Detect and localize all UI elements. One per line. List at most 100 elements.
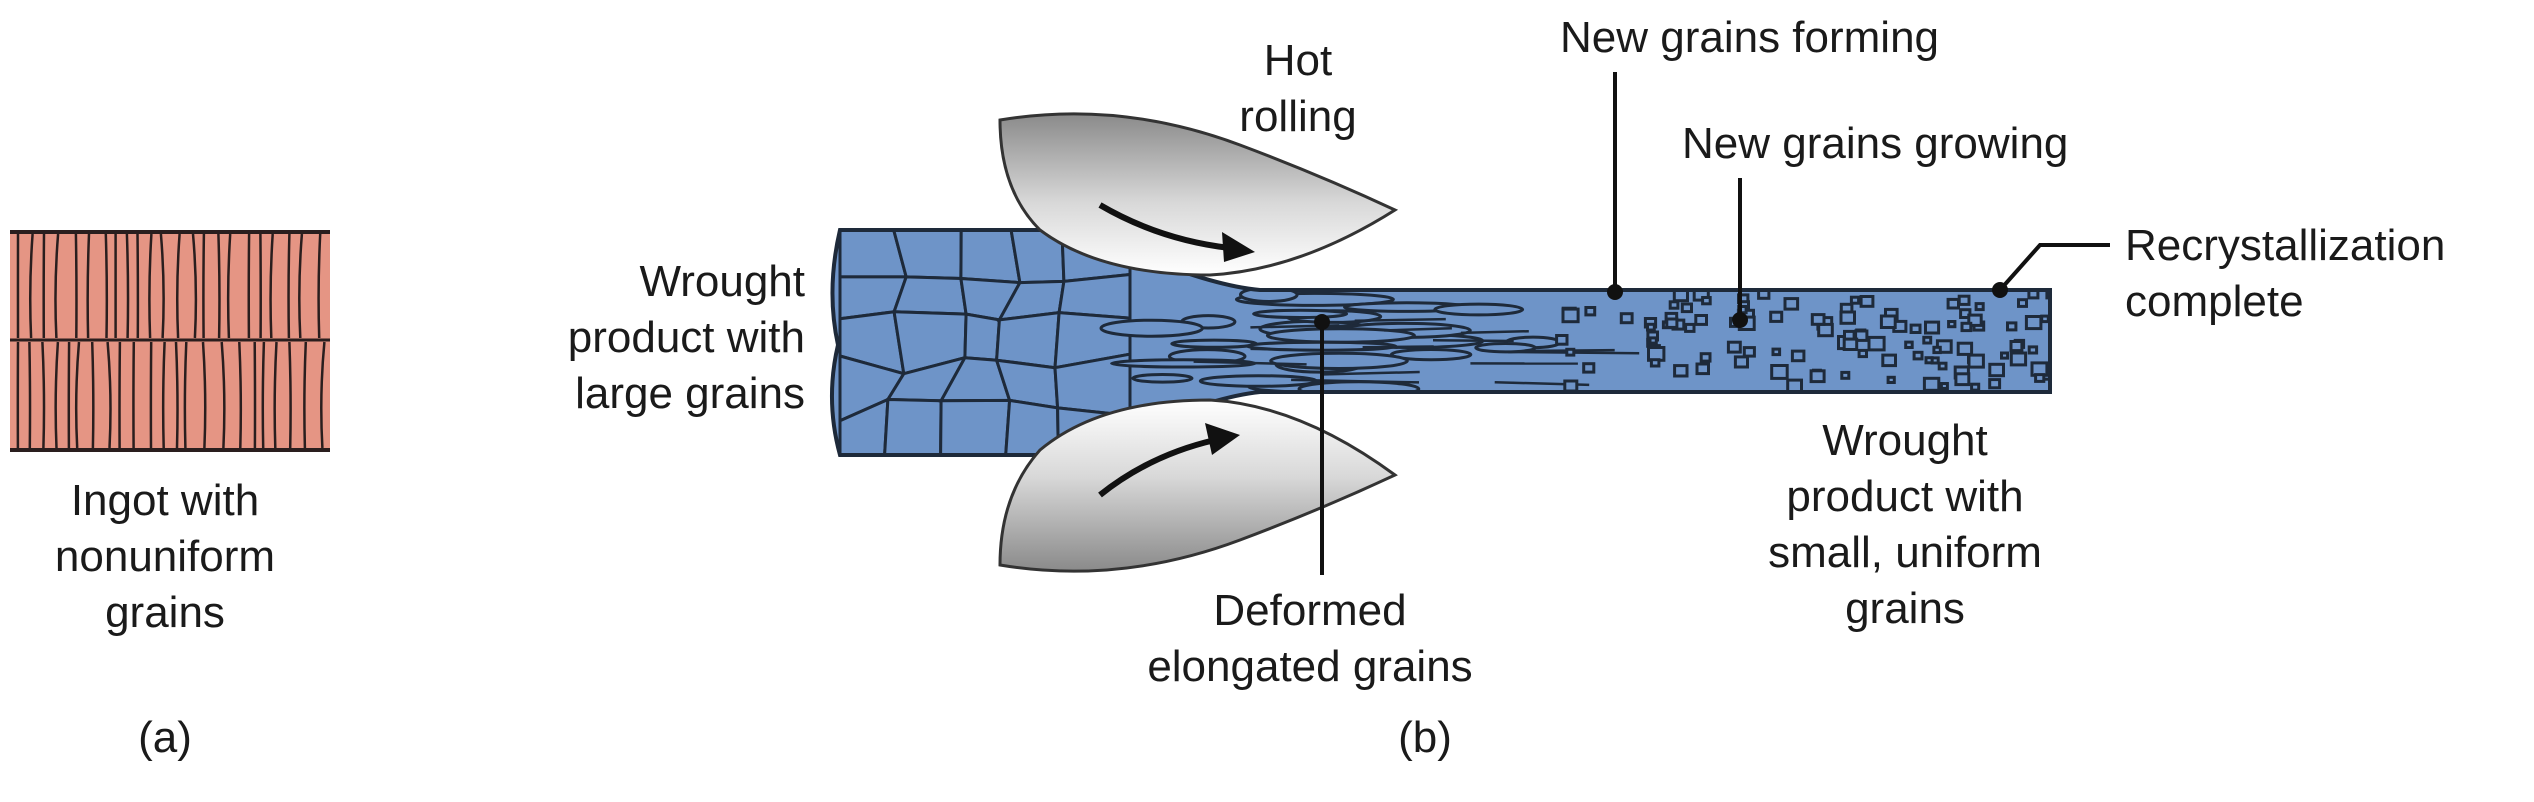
ingot-grain-boundary bbox=[28, 233, 34, 339]
small-grain bbox=[1786, 378, 1803, 394]
small-grain bbox=[1555, 334, 1569, 346]
large-grain bbox=[891, 230, 963, 281]
grain-boundary-line bbox=[1384, 326, 1452, 332]
ingot-caption-line-3: grains bbox=[105, 588, 225, 637]
output-label: Wrought product with small, uniform grai… bbox=[1768, 416, 2042, 633]
ingot-grain-boundary bbox=[161, 341, 166, 449]
small-grain bbox=[1563, 379, 1579, 393]
ingot-grain-boundary bbox=[191, 233, 198, 339]
ingot-caption: Ingot with nonuniform grains bbox=[55, 476, 275, 637]
recryst-label-line-1: Recrystallization bbox=[2125, 221, 2445, 270]
ingot-grain-boundary bbox=[220, 341, 226, 449]
small-grain bbox=[2009, 340, 2024, 353]
elongated-grain bbox=[1131, 373, 1194, 384]
elongated-grain bbox=[1269, 351, 1409, 370]
small-grain bbox=[2027, 345, 2039, 355]
small-grain bbox=[1582, 362, 1596, 374]
small-grain bbox=[2040, 314, 2050, 324]
small-grain bbox=[1810, 313, 1826, 326]
small-grain bbox=[1924, 356, 1934, 365]
small-grain bbox=[1922, 335, 1933, 345]
small-grain bbox=[1922, 376, 1941, 392]
deformed-label-line-2: elongated grains bbox=[1147, 642, 1472, 691]
ingot bbox=[10, 230, 330, 452]
ingot-grain-boundary bbox=[74, 341, 81, 449]
small-grain bbox=[1957, 294, 1971, 306]
small-grain bbox=[1909, 323, 1922, 335]
output-label-line-1: Wrought bbox=[1822, 416, 1988, 465]
ingot-grain-boundary bbox=[125, 233, 130, 339]
small-grain bbox=[1840, 370, 1851, 380]
ingot-grain-boundary bbox=[288, 341, 292, 449]
small-grain bbox=[1561, 307, 1580, 324]
small-grain bbox=[1699, 352, 1712, 363]
bottom-roll bbox=[998, 398, 1398, 573]
small-grain bbox=[1970, 382, 1981, 392]
small-grain bbox=[1684, 322, 1696, 333]
panel-label-b: (b) bbox=[1398, 713, 1452, 762]
large-grain bbox=[1057, 272, 1132, 320]
small-grain bbox=[1783, 297, 1800, 311]
elongated-grain bbox=[1252, 308, 1349, 319]
ingot-grain-boundary bbox=[104, 233, 109, 339]
ingot-grain-boundary bbox=[90, 341, 95, 449]
input-label-line-3: large grains bbox=[575, 369, 805, 418]
small-grain bbox=[1771, 347, 1782, 357]
small-grain bbox=[1565, 347, 1576, 357]
elongated-grain bbox=[1170, 338, 1258, 349]
ingot-grain-boundary bbox=[74, 233, 78, 339]
grain-boundary-line bbox=[1362, 345, 1434, 349]
small-grain bbox=[1956, 341, 1974, 356]
small-grain bbox=[1790, 349, 1806, 363]
small-grain bbox=[1859, 295, 1875, 308]
ingot-grain-boundary bbox=[54, 233, 60, 339]
ingot-grain-boundary bbox=[148, 233, 153, 339]
recryst-label: Recrystallization complete bbox=[2125, 221, 2445, 326]
elongated-grain bbox=[1474, 342, 1537, 354]
small-grain bbox=[1960, 321, 1973, 333]
small-grain bbox=[1839, 310, 1856, 325]
ingot-grain-boundary bbox=[261, 341, 266, 449]
grain-boundary-line bbox=[1432, 339, 1514, 343]
ingot-grain-boundary bbox=[159, 233, 165, 339]
output-label-line-3: small, uniform bbox=[1768, 528, 2042, 577]
small-grain bbox=[1924, 320, 1941, 335]
large-grain bbox=[995, 310, 1061, 370]
small-grain bbox=[1701, 296, 1712, 306]
large-grain bbox=[939, 398, 1012, 455]
grain-boundary-line bbox=[1460, 329, 1529, 335]
small-grain bbox=[1879, 314, 1897, 329]
small-grain bbox=[1680, 302, 1694, 314]
ingot-grain-boundary bbox=[269, 233, 274, 339]
ingot-grain-boundary bbox=[238, 341, 243, 449]
small-grain bbox=[1742, 346, 1756, 358]
output-label-line-2: product with bbox=[1786, 472, 2023, 521]
ingot-grain-boundary bbox=[201, 341, 207, 449]
small-grain bbox=[1817, 322, 1834, 338]
ingot-grain-boundary bbox=[86, 233, 91, 339]
ingot-grain-boundary bbox=[320, 341, 326, 449]
small-grain bbox=[1946, 297, 1960, 310]
small-grain bbox=[1974, 302, 1985, 312]
grain-boundary-line bbox=[1354, 317, 1446, 322]
grain-boundary-line bbox=[1319, 370, 1420, 376]
input-label-line-2: product with bbox=[568, 313, 805, 362]
ingot-grain-boundary bbox=[106, 341, 112, 449]
small-grain bbox=[1947, 320, 1957, 329]
grain-boundary-line bbox=[1250, 347, 1323, 352]
small-grain bbox=[1849, 295, 1861, 305]
ingot-columnar-grains bbox=[16, 233, 326, 449]
small-grain bbox=[1857, 348, 1868, 359]
small-grain bbox=[1988, 362, 2006, 378]
grain-boundaries bbox=[838, 230, 2050, 455]
elongated-grain bbox=[1433, 302, 1525, 317]
ingot-grain-boundary bbox=[183, 341, 188, 449]
small-grain bbox=[1769, 310, 1784, 323]
small-grain bbox=[1726, 340, 1742, 354]
grain-boundary-line bbox=[1193, 360, 1307, 366]
large-grain bbox=[838, 397, 890, 455]
large-grain bbox=[963, 312, 1001, 362]
ingot-grain-boundary bbox=[41, 341, 46, 449]
input-label: Wrought product with large grains bbox=[568, 257, 805, 418]
